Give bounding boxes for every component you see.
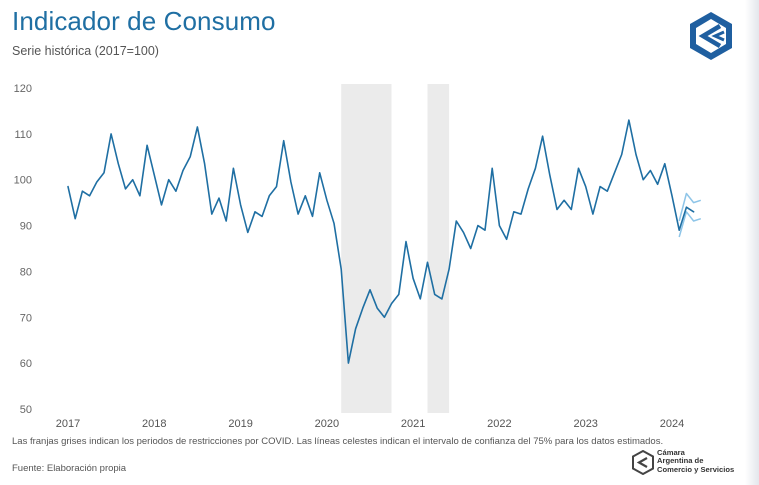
x-tick-label: 2022 — [487, 418, 511, 430]
cac-hexagon-icon — [632, 450, 654, 475]
confidence-lower-line — [678, 211, 702, 238]
x-tick-label: 2017 — [56, 418, 80, 430]
y-tick-label: 70 — [20, 312, 32, 324]
y-tick-label: 100 — [14, 175, 32, 187]
brand-line-2: Argentina de — [657, 456, 704, 466]
x-tick-label: 2021 — [401, 418, 425, 430]
x-tick-label: 2019 — [228, 418, 252, 430]
y-tick-label: 50 — [20, 404, 32, 416]
brand-name: Cámara Argentina de Comercio y Servicios — [657, 448, 735, 474]
brand-block: Cámara Argentina de Comercio y Servicios — [632, 448, 744, 479]
brand-line-3: Comercio y Servicios — [657, 464, 735, 474]
source-note: Fuente: Elaboración propia — [12, 463, 127, 474]
y-tick-label: 90 — [20, 221, 32, 233]
y-tick-label: 80 — [20, 266, 32, 278]
chart-note: Las franjas grises indican los periodos … — [12, 436, 664, 447]
x-tick-label: 2020 — [315, 418, 339, 430]
cac-logo-icon — [690, 12, 732, 60]
x-tick-label: 2023 — [573, 418, 597, 430]
brand-line-1: Cámara — [657, 448, 685, 457]
y-tick-label: 60 — [20, 358, 32, 370]
x-tick-label: 2024 — [660, 418, 684, 430]
consumption-series-line — [67, 119, 695, 364]
y-tick-label: 120 — [14, 83, 32, 95]
confidence-upper-line — [678, 192, 702, 222]
x-tick-label: 2018 — [142, 418, 166, 430]
page-title: Indicador de Consumo — [12, 6, 276, 36]
covid-restriction-band — [427, 84, 450, 413]
y-tick-label: 110 — [14, 129, 32, 141]
right-edge-shadow — [745, 0, 759, 485]
page-subtitle: Serie histórica (2017=100) — [12, 44, 159, 58]
